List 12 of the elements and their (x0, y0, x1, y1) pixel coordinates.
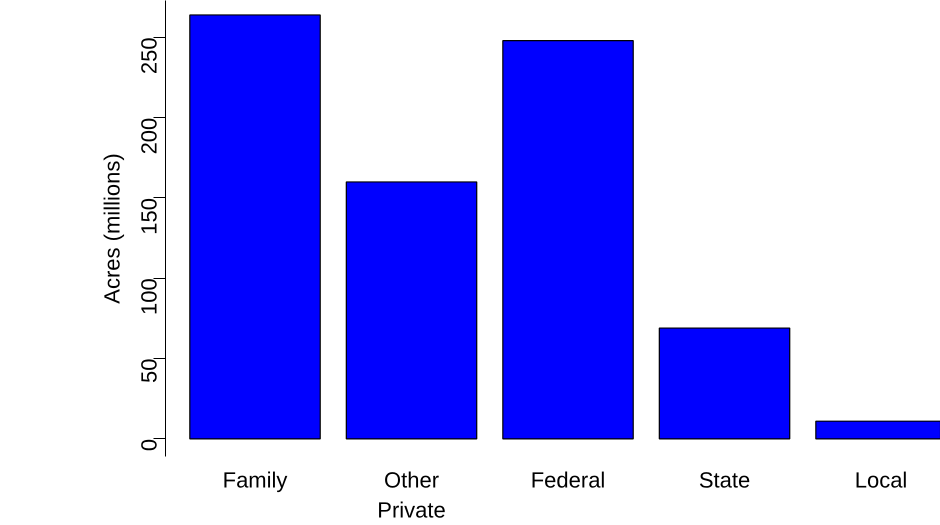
y-axis-title: Acres (millions) (100, 153, 124, 304)
y-tick-label: 250 (136, 37, 162, 74)
x-tick-label: Local (854, 468, 908, 492)
y-tick-label: 150 (136, 198, 162, 235)
y-tick-label: 200 (136, 118, 162, 154)
y-tick-label: 50 (136, 358, 162, 384)
x-tick-label: Other Private (377, 468, 446, 522)
x-tick-label: Family (222, 468, 288, 492)
x-tick-label: State (698, 468, 750, 492)
y-tick-label: 0 (136, 438, 162, 452)
y-tick-label: 100 (136, 278, 162, 315)
x-tick-label: Federal (530, 468, 606, 492)
